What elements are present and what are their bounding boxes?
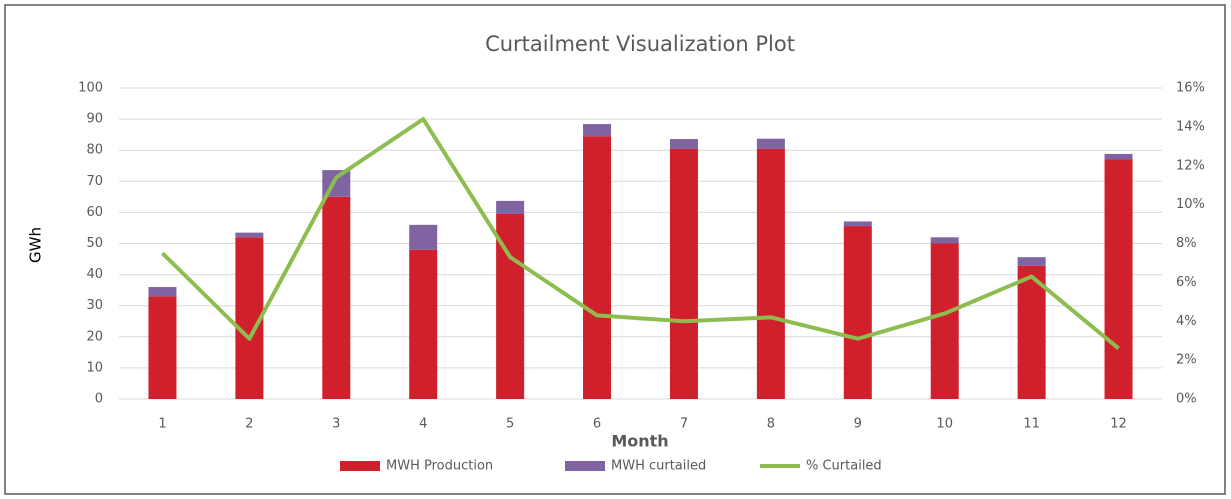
y-tick-label: 60 [86, 205, 103, 220]
x-tick-label: 2 [245, 417, 253, 432]
bar-segment [756, 138, 785, 149]
x-axis-label: Month [611, 432, 668, 451]
bar-segment [496, 200, 525, 214]
x-tick-label: 5 [506, 417, 514, 432]
bar-segment [235, 232, 264, 238]
legend-label: % Curtailed [806, 459, 882, 474]
bar-segment [843, 226, 872, 399]
bar-segment [583, 136, 612, 399]
y-tick-label: 100 [78, 81, 103, 96]
bar-segment [148, 287, 177, 297]
y2-tick-label: 16% [1176, 81, 1205, 96]
y-tick-label: 50 [86, 236, 103, 251]
x-tick-label: 11 [1023, 417, 1040, 432]
bar-segment [930, 243, 959, 399]
bar-segment [669, 148, 698, 399]
bar-segment [756, 148, 785, 399]
y-tick-label: 90 [86, 112, 103, 127]
x-tick-label: 8 [767, 417, 775, 432]
chart-frame [4, 4, 1226, 495]
y-tick-label: 30 [86, 298, 103, 313]
bar-segment [409, 249, 438, 399]
bar-segment [148, 296, 177, 399]
y-tick-label: 80 [86, 143, 103, 158]
x-tick-label: 9 [854, 417, 862, 432]
y-tick-label: 10 [86, 360, 103, 375]
bar-segment [843, 221, 872, 227]
bar-segment [669, 139, 698, 149]
y2-tick-label: 8% [1176, 236, 1197, 251]
y-tick-label: 0 [95, 392, 103, 407]
legend-label: MWH Production [386, 459, 493, 474]
bar-segment [1104, 159, 1133, 399]
y-axis-label: GWh [27, 227, 45, 263]
x-tick-label: 10 [936, 417, 953, 432]
y-tick-label: 40 [86, 267, 103, 282]
y-tick-label: 20 [86, 329, 103, 344]
bar-segment [583, 124, 612, 137]
y2-tick-label: 6% [1176, 275, 1197, 290]
y2-tick-label: 14% [1176, 119, 1205, 134]
y-tick-label: 70 [86, 174, 103, 189]
bar-segment [1017, 265, 1046, 399]
line-series [161, 117, 1120, 351]
chart-title: Curtailment Visualization Plot [485, 32, 795, 56]
legend-label: MWH curtailed [611, 459, 706, 474]
x-tick-label: 1 [158, 417, 166, 432]
y2-tick-label: 10% [1176, 197, 1205, 212]
bar-segment [409, 224, 438, 250]
y2-tick-label: 2% [1176, 353, 1197, 368]
bar-segment [1104, 153, 1133, 160]
bar-segment [930, 237, 959, 244]
x-tick-label: 3 [332, 417, 340, 432]
bar-segment [322, 196, 351, 399]
x-tick-label: 4 [419, 417, 427, 432]
y2-tick-label: 12% [1176, 158, 1205, 173]
y2-tick-label: 0% [1176, 392, 1197, 407]
x-tick-label: 12 [1110, 417, 1127, 432]
x-tick-label: 6 [593, 417, 601, 432]
legend-swatch [340, 461, 380, 471]
y2-tick-label: 4% [1176, 314, 1197, 329]
x-tick-label: 7 [680, 417, 688, 432]
legend-swatch [565, 461, 605, 471]
bar-segment [1017, 257, 1046, 266]
